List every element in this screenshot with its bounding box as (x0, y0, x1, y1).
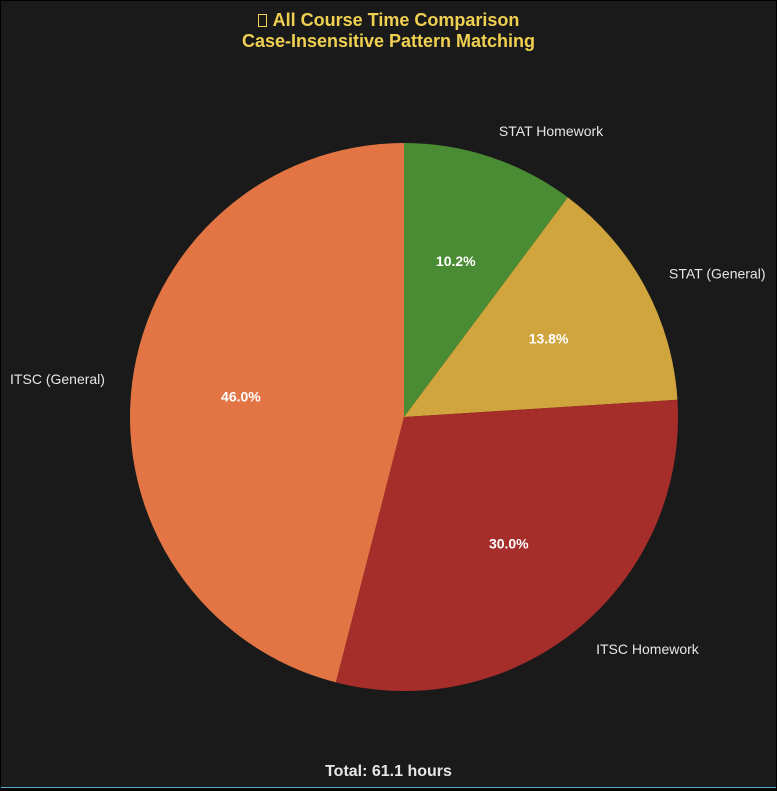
chart-title: All Course Time Comparison Case-Insensit… (1, 10, 776, 52)
slice-category-label: STAT (General) (669, 265, 765, 281)
total-hours: Total: 61.1 hours (325, 763, 452, 780)
slice-percent-label: 46.0% (221, 388, 261, 404)
chart-subtitle: Case-Insensitive Pattern Matching (241, 31, 536, 51)
slice-category-label: STAT Homework (499, 123, 604, 139)
missing-glyph-icon (257, 14, 267, 27)
pie-slice-itsc-homework (335, 399, 678, 691)
slice-percent-label: 13.8% (529, 331, 569, 347)
title-text: All Course Time Comparison (272, 10, 520, 30)
pie-slice-stat-general (404, 197, 678, 417)
slice-percent-label: 10.2% (436, 253, 476, 269)
pie-slice-itsc-general (129, 143, 404, 683)
slice-category-label: ITSC Homework (596, 641, 700, 657)
title-line: All Course Time Comparison (1, 10, 776, 31)
pie-slice-stat-homework (404, 143, 568, 417)
slice-percent-label: 30.0% (489, 536, 529, 552)
slice-category-label: ITSC (General) (10, 371, 105, 387)
